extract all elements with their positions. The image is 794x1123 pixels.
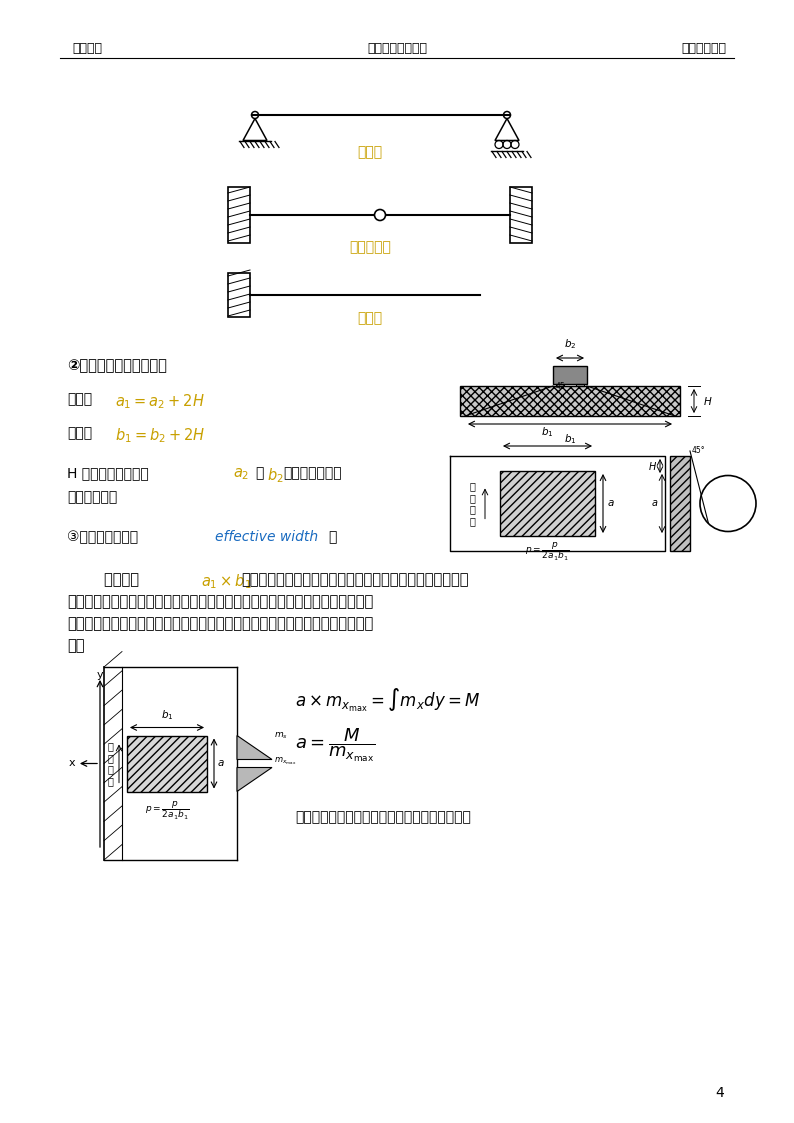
Text: $a$: $a$ xyxy=(607,499,615,509)
Text: $H$: $H$ xyxy=(703,395,712,407)
Text: $a_1 = a_2 + 2H$: $a_1 = a_2 + 2H$ xyxy=(115,392,205,411)
Text: $H$: $H$ xyxy=(648,460,657,472)
Text: $b_2$: $b_2$ xyxy=(564,337,576,351)
Text: $b_1$: $b_1$ xyxy=(160,707,173,721)
Text: 单向板: 单向板 xyxy=(357,145,383,159)
Text: 铰接悬臂板: 铰接悬臂板 xyxy=(349,240,391,254)
Circle shape xyxy=(375,210,386,220)
Polygon shape xyxy=(553,366,587,384)
Text: $b_1$: $b_1$ xyxy=(542,426,553,439)
Polygon shape xyxy=(670,456,690,551)
Text: $a_1\times b_1$: $a_1\times b_1$ xyxy=(201,572,252,591)
Polygon shape xyxy=(127,736,207,792)
Text: 桥梁部分作业: 桥梁部分作业 xyxy=(681,42,726,55)
Text: $a$: $a$ xyxy=(217,758,225,768)
Text: $b_1$: $b_1$ xyxy=(564,432,576,446)
Text: $p = \dfrac{p}{2a_1b_1}$: $p = \dfrac{p}{2a_1b_1}$ xyxy=(526,541,569,564)
Text: 纵向：: 纵向： xyxy=(67,392,92,407)
Text: 悬臂板: 悬臂板 xyxy=(357,311,383,325)
Text: $p = \dfrac{p}{2a_1b_1}$: $p = \dfrac{p}{2a_1b_1}$ xyxy=(145,800,189,822)
Text: $a_2$: $a_2$ xyxy=(233,466,249,482)
Polygon shape xyxy=(510,188,532,243)
Polygon shape xyxy=(460,386,680,416)
Text: $a \times m_{x_{\max}} = \int m_x dy = M$: $a \times m_{x_{\max}} = \int m_x dy = M… xyxy=(295,686,480,713)
Text: H 为铺装层的厚度，: H 为铺装层的厚度， xyxy=(67,466,148,480)
Text: $b_2$: $b_2$ xyxy=(267,466,283,485)
Text: 45°: 45° xyxy=(692,446,706,455)
Text: $m_s$: $m_s$ xyxy=(274,730,288,741)
Polygon shape xyxy=(237,767,272,792)
Text: ③有效工作宽度（: ③有效工作宽度（ xyxy=(67,530,138,544)
Text: 单向板和悬臂板的有效工作宽度可按规范确定。: 单向板和悬臂板的有效工作宽度可按规范确定。 xyxy=(295,810,471,824)
Text: effective width: effective width xyxy=(215,530,318,544)
Text: 土木工程结构设计: 土木工程结构设计 xyxy=(367,42,427,55)
Polygon shape xyxy=(228,188,250,243)
Text: 、: 、 xyxy=(255,466,264,480)
Polygon shape xyxy=(500,471,595,536)
Text: 横向：: 横向： xyxy=(67,426,92,440)
Polygon shape xyxy=(237,736,272,759)
Text: ）: ） xyxy=(328,530,337,544)
Text: y: y xyxy=(97,670,103,681)
Polygon shape xyxy=(556,384,564,386)
Text: ②车辆荷载在板上的分布: ②车辆荷载在板上的分布 xyxy=(67,358,167,373)
Text: 矩。: 矩。 xyxy=(67,638,84,652)
Text: x: x xyxy=(68,758,75,768)
Text: 当荷载以: 当荷载以 xyxy=(67,572,139,587)
Text: 变形外，沿垂直于计算跨径的方向也会产生挠曲变形。这就说明荷载作用下不仅: 变形外，沿垂直于计算跨径的方向也会产生挠曲变形。这就说明荷载作用下不仅 xyxy=(67,594,373,609)
Text: $a$: $a$ xyxy=(650,499,658,509)
Text: 的分布面积作用在板上时，板除了沿计算跨径方向产生挠曲: 的分布面积作用在板上时，板除了沿计算跨径方向产生挠曲 xyxy=(241,572,468,587)
Text: 触的外轮廓。: 触的外轮廓。 xyxy=(67,490,118,504)
Text: $a = \dfrac{M}{m_{x_{\max}}}$: $a = \dfrac{M}{m_{x_{\max}}}$ xyxy=(295,727,376,764)
Text: 使直接承压的板条受力，其邻近的板也参与受力，共同承受车轮荷载所产生的弯: 使直接承压的板条受力，其邻近的板也参与受力，共同承受车轮荷载所产生的弯 xyxy=(67,617,373,631)
Text: 东南大学: 东南大学 xyxy=(72,42,102,55)
Polygon shape xyxy=(576,384,584,386)
Text: 为轮胎与桥面接: 为轮胎与桥面接 xyxy=(283,466,341,480)
Text: $m_{x_{\max}}$: $m_{x_{\max}}$ xyxy=(274,756,296,767)
Text: 行
车
方
向: 行 车 方 向 xyxy=(107,741,113,786)
Text: 行
车
方
向: 行 车 方 向 xyxy=(469,481,475,526)
Polygon shape xyxy=(228,273,250,317)
Text: $b_1 = b_2 + 2H$: $b_1 = b_2 + 2H$ xyxy=(115,426,206,445)
Text: 4: 4 xyxy=(715,1086,724,1101)
Text: 45: 45 xyxy=(556,382,566,391)
